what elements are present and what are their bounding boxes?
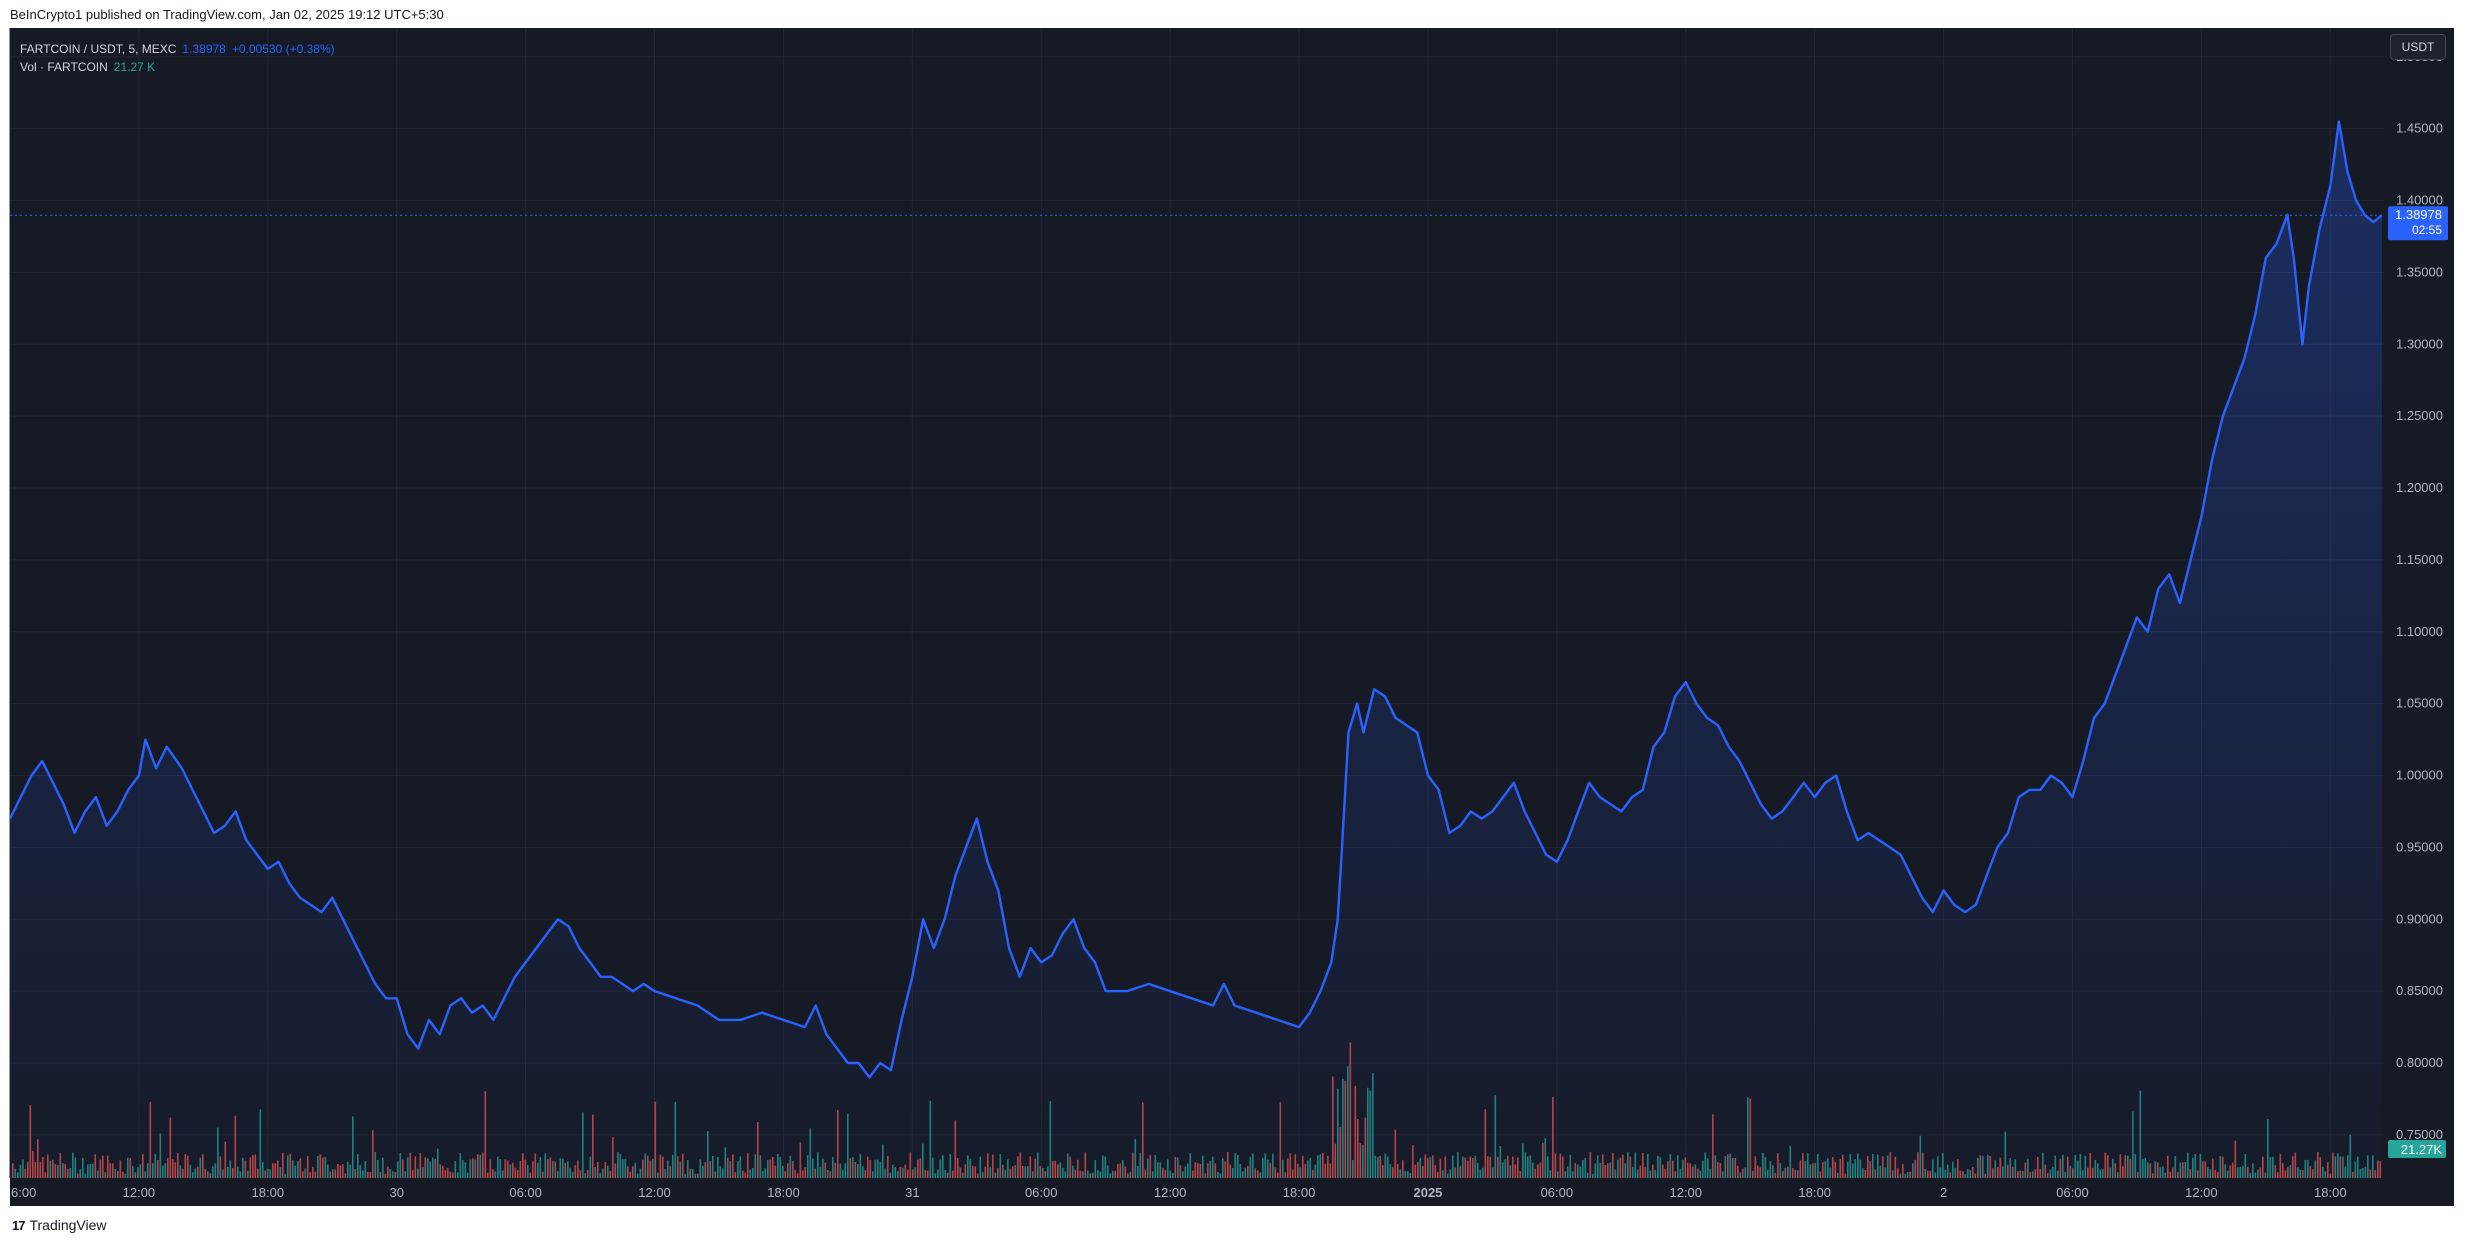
x-tick-label: 06:00 [2056,1185,2089,1200]
y-tick-label: 1.05000 [2396,696,2443,711]
y-tick-label: 0.80000 [2396,1055,2443,1070]
x-tick-label: 12:00 [1669,1185,1702,1200]
symbol-row: FARTCOIN / USDT, 5, MEXC 1.38978 +0.00530 … [20,40,335,58]
y-tick-label: 1.30000 [2396,336,2443,351]
x-tick-label: 31 [905,1185,919,1200]
volume-badge-label: 21.27K [2401,1142,2443,1157]
x-tick-label: 06:00 [1025,1185,1058,1200]
symbol-label[interactable]: FARTCOIN / USDT, 5, MEXC [20,42,177,56]
tradingview-logo[interactable]: 17 TradingView [12,1217,107,1233]
y-tick-label: 1.10000 [2396,624,2443,639]
time-axis[interactable]: 6:00 12:00 18:00 30 06:00 12:00 18:00 31 06:00 12… [11,1185,2347,1200]
y-tick-label: 1.25000 [2396,408,2443,423]
y-tick-label: 0.85000 [2396,983,2443,998]
volume-badge [2388,1140,2446,1158]
x-tick-label: 12:00 [2185,1185,2218,1200]
x-tick-label: 18:00 [767,1185,800,1200]
y-tick-label: 1.20000 [2396,480,2443,495]
x-tick-label: 12:00 [1154,1185,1187,1200]
y-tick-label: 0.75000 [2396,1127,2443,1142]
price-change: +0.00530 (+0.38%) [231,42,335,56]
price-axis[interactable]: 1.500001.450001.400001.350001.300001.250… [2396,49,2443,1142]
y-tick-label: 1.00000 [2396,768,2443,783]
currency-button[interactable]: USDT [2390,34,2446,60]
price-area-fill [10,121,2382,1178]
y-tick-label: 1.15000 [2396,552,2443,567]
x-tick-label: 12:00 [638,1185,671,1200]
y-tick-label: 0.95000 [2396,839,2443,854]
x-tick-label: 18:00 [252,1185,285,1200]
y-tick-label: 1.40000 [2396,193,2443,208]
volume-row: Vol · FARTCOIN 21.27 K [20,58,335,76]
y-tick-label: 1.35000 [2396,264,2443,279]
y-tick-label: 1.45000 [2396,121,2443,136]
last-value: 1.38978 [182,42,226,56]
y-tick-label: 0.90000 [2396,911,2443,926]
volume-label[interactable]: Vol · FARTCOIN [20,60,108,74]
last-price-badge-label: 1.38978 [2395,207,2442,222]
countdown-label: 02:55 [2412,223,2442,237]
x-tick-label: 18:00 [2314,1185,2347,1200]
x-tick-label: 2025 [1413,1185,1442,1200]
x-tick-label: 30 [389,1185,403,1200]
tradingview-mark-icon: 17 [12,1217,26,1233]
tradingview-logo-text: TradingView [29,1217,107,1233]
x-tick-label: 12:00 [123,1185,156,1200]
volume-value: 21.27 K [113,60,156,74]
x-tick-label: 6:00 [11,1185,36,1200]
x-tick-label: 2 [1940,1185,1947,1200]
published-note: BeInCrypto1 published on TradingView.com… [10,7,444,22]
price-line [8,120,2383,1079]
chart-legend: FARTCOIN / USDT, 5, MEXC 1.38978 +0.00530 … [20,40,335,76]
x-tick-label: 18:00 [1283,1185,1316,1200]
last-price-badge [2388,206,2448,241]
x-tick-label: 06:00 [509,1185,542,1200]
x-tick-label: 18:00 [1798,1185,1831,1200]
x-tick-label: 06:00 [1541,1185,1574,1200]
